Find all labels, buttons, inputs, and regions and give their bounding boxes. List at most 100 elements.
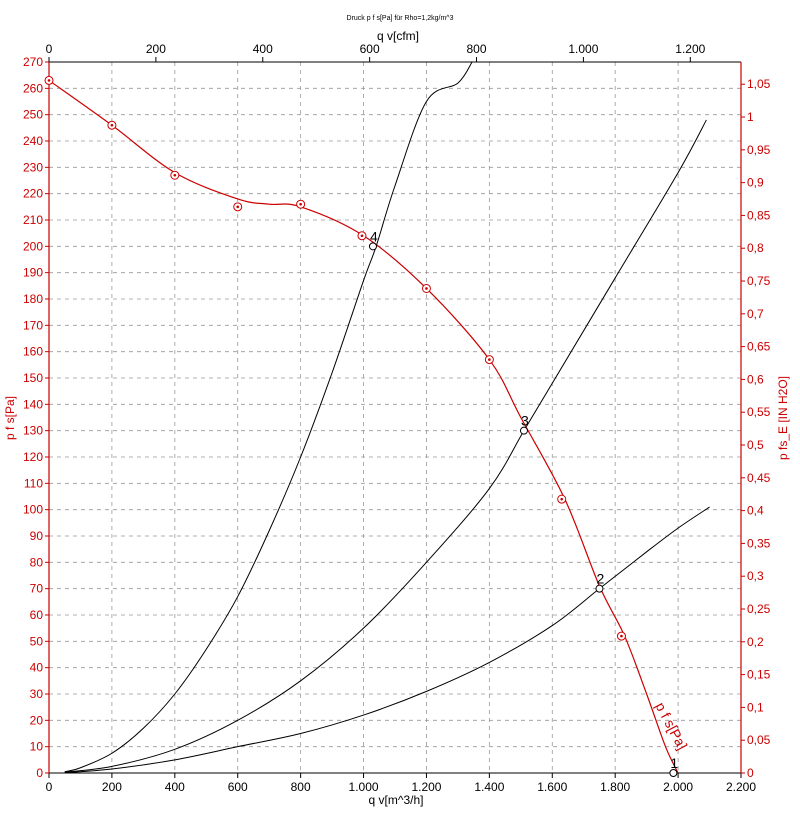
x-tick-label: 800	[291, 780, 311, 794]
operating-point-3	[519, 426, 528, 435]
tick-labels: 0 200 400 600 800 1.000 1.200 1.400 1.600 1.800 2.…	[23, 42, 771, 794]
y-tick-label: 250	[23, 108, 43, 122]
y-tick-label: 120	[23, 450, 43, 464]
y-tick-label: 240	[23, 134, 43, 148]
y-tick-label: 0	[36, 766, 43, 780]
y-tick-label: 140	[23, 397, 43, 411]
y2-tick-label: 0,55	[747, 405, 771, 419]
axes	[45, 57, 745, 778]
y-tick-label: 210	[23, 213, 43, 227]
y-tick-label: 80	[30, 555, 44, 569]
y2-tick-label: 0,8	[747, 241, 764, 255]
system-curve-4	[64, 61, 473, 773]
y2-tick-label: 0,5	[747, 438, 764, 452]
system-curve-3	[64, 119, 707, 773]
y-tick-label: 180	[23, 292, 43, 306]
operating-point-label: 4	[370, 228, 378, 244]
y2-tick-label: 0,95	[747, 143, 771, 157]
x2-tick-label: 200	[146, 42, 166, 56]
y2-tick-label: 0	[747, 766, 754, 780]
y2-tick-label: 0,25	[747, 602, 771, 616]
y2-tick-label: 0,85	[747, 208, 771, 222]
y-tick-label: 220	[23, 187, 43, 201]
x-tick-label: 1.600	[537, 780, 567, 794]
y-tick-label: 30	[30, 687, 44, 701]
fan-curve-marker-dot	[110, 123, 114, 127]
y2-tick-label: 0,1	[747, 700, 764, 714]
y-axis-title: p f s[Pa]	[3, 396, 17, 440]
x-tick-label: 1.200	[411, 780, 441, 794]
fan-curve-marker-dot	[299, 202, 302, 206]
fan-curve-marker-dot	[47, 79, 51, 82]
fan-curve-marker-dot	[173, 173, 177, 177]
y-tick-label: 150	[23, 371, 43, 385]
y-tick-label: 70	[30, 582, 44, 596]
operating-point-4	[368, 242, 377, 251]
y-tick-label: 100	[23, 503, 43, 517]
y2-axis-title: p fs_E [IN H2O]	[776, 376, 790, 460]
y2-tick-label: 0,3	[747, 569, 764, 583]
operating-point-label: 2	[596, 571, 604, 587]
fan-curve	[48, 79, 679, 774]
y2-tick-label: 0,2	[747, 635, 764, 649]
y2-tick-label: 1	[747, 110, 754, 124]
y-tick-label: 260	[23, 81, 43, 95]
y2-tick-label: 1,05	[747, 77, 771, 91]
operating-point-2	[595, 584, 604, 593]
x-tick-label: 2.200	[726, 780, 756, 794]
x-tick-label: 400	[165, 780, 185, 794]
fan-curve-marker-dot	[560, 497, 564, 501]
x2-tick-label: 600	[360, 42, 380, 56]
y-tick-label: 40	[30, 661, 44, 675]
chart-title: Druck p f s[Pa] für Rho=1,2kg/m^3	[347, 15, 454, 22]
x-axis-title: q v[m^3/h]	[369, 793, 424, 807]
y-tick-label: 270	[23, 55, 43, 69]
system-curve-2	[64, 506, 710, 774]
y-tick-label: 160	[23, 345, 43, 359]
y2-tick-label: 0,05	[747, 733, 771, 747]
y-tick-label: 200	[23, 239, 43, 253]
y-tick-label: 170	[23, 318, 43, 332]
fan-curve-marker-dot	[425, 287, 428, 290]
x2-axis-title: q v[cfm]	[377, 29, 419, 43]
y-tick-label: 190	[23, 266, 43, 280]
x-tick-label: 200	[102, 780, 122, 794]
y-tick-label: 110	[24, 476, 43, 490]
x2-tick-label: 400	[253, 42, 273, 56]
operating-point-label: 3	[521, 413, 529, 429]
y2-tick-label: 0,35	[747, 536, 771, 550]
y2-tick-label: 0,7	[747, 307, 764, 321]
curves	[48, 61, 710, 774]
fan-curve-marker-dot	[236, 205, 240, 209]
y2-tick-label: 0,9	[747, 176, 764, 190]
operating-point-1	[669, 769, 678, 777]
x2-tick-label: 0	[46, 42, 53, 56]
x-tick-label: 1.800	[600, 780, 630, 794]
y-tick-label: 50	[30, 634, 44, 648]
x-tick-label: 1.000	[349, 780, 379, 794]
fan-curve-marker-dot	[360, 234, 364, 238]
y-tick-label: 230	[23, 160, 43, 174]
y2-tick-label: 0,65	[747, 340, 771, 354]
x-tick-label: 2.000	[663, 780, 693, 794]
x-tick-label: 0	[46, 780, 53, 794]
y2-tick-label: 0,4	[747, 504, 764, 518]
y-tick-label: 10	[30, 740, 44, 754]
x-tick-label: 600	[228, 780, 248, 794]
y-tick-label: 90	[30, 529, 44, 543]
x2-tick-label: 1.200	[675, 42, 705, 56]
y-tick-label: 130	[23, 424, 43, 438]
y2-tick-label: 0,6	[747, 372, 764, 386]
y-tick-label: 60	[30, 608, 44, 622]
operating-point-label: 1	[670, 755, 678, 771]
x-tick-label: 1.400	[474, 780, 504, 794]
y-tick-label: 20	[30, 713, 44, 727]
x2-tick-label: 800	[467, 42, 487, 56]
y2-tick-label: 0,75	[747, 274, 771, 288]
y2-tick-label: 0,15	[747, 668, 771, 682]
fan-curve-marker-dot	[488, 358, 491, 361]
y2-tick-label: 0,45	[747, 471, 771, 485]
fan-curve-marker-dot	[620, 634, 623, 638]
